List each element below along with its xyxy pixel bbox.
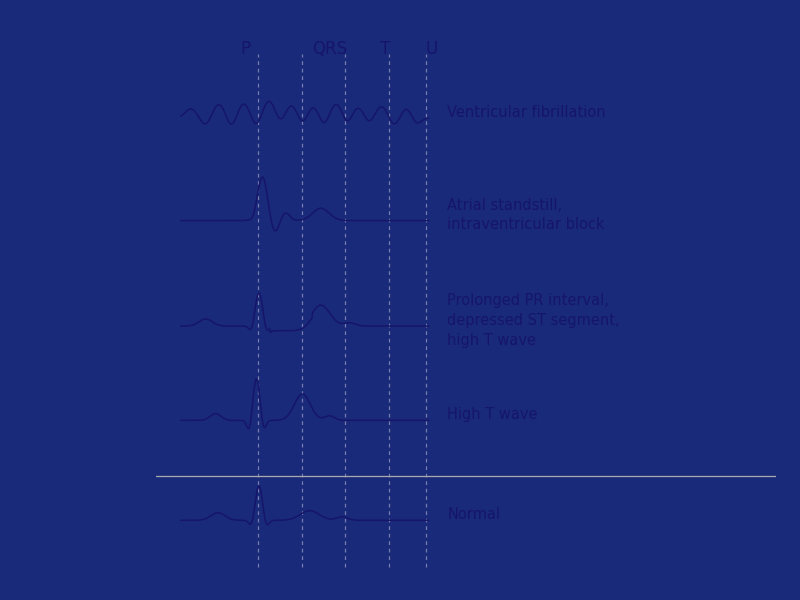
Text: Prolonged PR interval,
depressed ST segment,
high T wave: Prolonged PR interval, depressed ST segm… xyxy=(447,293,620,348)
Text: High T wave: High T wave xyxy=(447,407,538,422)
Text: QRS: QRS xyxy=(312,40,347,58)
Text: P: P xyxy=(241,40,251,58)
Text: T: T xyxy=(380,40,390,58)
Text: Atrial standstill,
intraventricular block: Atrial standstill, intraventricular bloc… xyxy=(447,197,605,232)
Text: Ventricular fibrillation: Ventricular fibrillation xyxy=(447,105,606,120)
Text: U: U xyxy=(426,40,438,58)
Text: Normal: Normal xyxy=(447,507,501,522)
